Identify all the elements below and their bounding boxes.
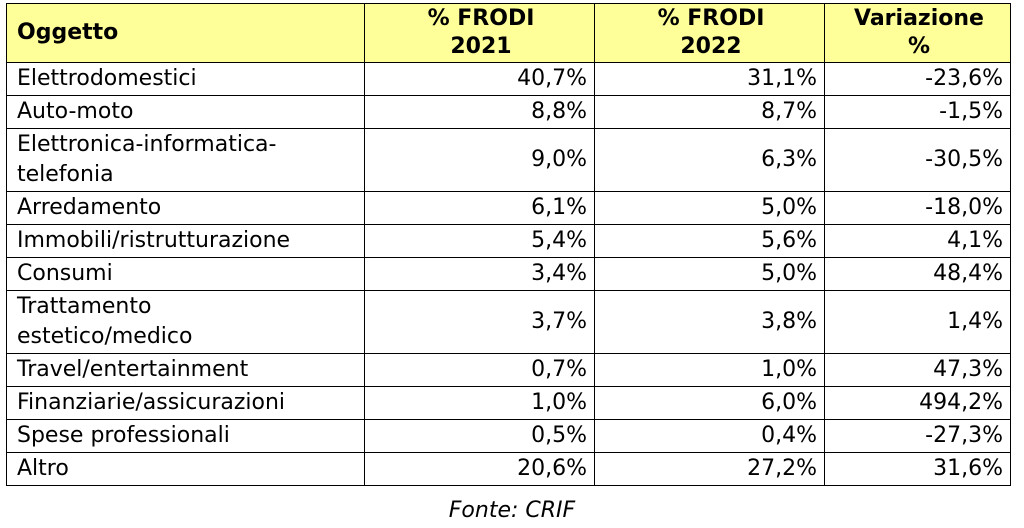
cell-object: Arredamento — [6, 191, 365, 225]
cell-object-line1: Elettronica-informatica- — [17, 132, 277, 157]
cell-variazione: -1,5% — [824, 95, 1011, 129]
cell-frodi-2022: 3,8% — [594, 290, 825, 354]
cell-object: Consumi — [6, 257, 365, 291]
cell-frodi-2022: 5,6% — [594, 224, 825, 258]
cell-frodi-2022: 8,7% — [594, 95, 825, 129]
header-frodi-2022-line1: % FRODI — [657, 6, 765, 31]
table-header: Oggetto % FRODI 2021 % FRODI 2022 Variaz… — [6, 3, 1011, 63]
source-note: Fonte: CRIF — [448, 498, 576, 523]
cell-object: Auto-moto — [6, 95, 365, 129]
cell-object: Elettrodomestici — [6, 62, 365, 96]
cell-frodi-2021: 20,6% — [364, 452, 595, 486]
cell-variazione: 48,4% — [824, 257, 1011, 291]
cell-object: Elettronica-informatica- telefonia — [6, 128, 365, 192]
cell-variazione: -27,3% — [824, 419, 1011, 453]
table-row: Trattamento estetico/medico 3,7% 3,8% 1,… — [6, 290, 1011, 354]
cell-variazione: 47,3% — [824, 353, 1011, 387]
header-row: Oggetto % FRODI 2021 % FRODI 2022 Variaz… — [6, 3, 1011, 63]
cell-frodi-2022: 6,3% — [594, 128, 825, 192]
header-variazione-line2: % — [907, 34, 931, 59]
table-row: Elettronica-informatica- telefonia 9,0% … — [6, 128, 1011, 192]
fraud-table: Oggetto % FRODI 2021 % FRODI 2022 Variaz… — [6, 3, 1011, 486]
header-variazione: Variazione % — [824, 3, 1011, 63]
cell-object: Immobili/ristrutturazione — [6, 224, 365, 258]
cell-object-line1: Trattamento — [17, 294, 152, 319]
table-row: Auto-moto 8,8% 8,7% -1,5% — [6, 95, 1011, 129]
table-row: Altro 20,6% 27,2% 31,6% — [6, 452, 1011, 486]
cell-variazione: -23,6% — [824, 62, 1011, 96]
table-row: Arredamento 6,1% 5,0% -18,0% — [6, 191, 1011, 225]
cell-frodi-2021: 0,7% — [364, 353, 595, 387]
cell-frodi-2022: 5,0% — [594, 191, 825, 225]
cell-variazione: -18,0% — [824, 191, 1011, 225]
cell-frodi-2022: 31,1% — [594, 62, 825, 96]
header-variazione-line1: Variazione — [854, 6, 984, 31]
cell-object-line2: telefonia — [17, 162, 114, 187]
cell-variazione: -30,5% — [824, 128, 1011, 192]
cell-object-line2: estetico/medico — [17, 324, 193, 349]
cell-frodi-2022: 6,0% — [594, 386, 825, 420]
cell-object: Finanziarie/assicurazioni — [6, 386, 365, 420]
cell-frodi-2021: 0,5% — [364, 419, 595, 453]
cell-frodi-2021: 8,8% — [364, 95, 595, 129]
cell-object: Trattamento estetico/medico — [6, 290, 365, 354]
cell-variazione: 494,2% — [824, 386, 1011, 420]
table-row: Elettrodomestici 40,7% 31,1% -23,6% — [6, 62, 1011, 96]
cell-frodi-2022: 1,0% — [594, 353, 825, 387]
cell-frodi-2021: 3,4% — [364, 257, 595, 291]
cell-frodi-2021: 9,0% — [364, 128, 595, 192]
table-row: Spese professionali 0,5% 0,4% -27,3% — [6, 419, 1011, 453]
table-row: Consumi 3,4% 5,0% 48,4% — [6, 257, 1011, 291]
cell-frodi-2022: 0,4% — [594, 419, 825, 453]
cell-frodi-2021: 5,4% — [364, 224, 595, 258]
cell-variazione: 31,6% — [824, 452, 1011, 486]
header-frodi-2022-line2: 2022 — [680, 34, 742, 59]
cell-frodi-2022: 5,0% — [594, 257, 825, 291]
cell-frodi-2021: 6,1% — [364, 191, 595, 225]
cell-frodi-2021: 40,7% — [364, 62, 595, 96]
table-row: Finanziarie/assicurazioni 1,0% 6,0% 494,… — [6, 386, 1011, 420]
table-row: Immobili/ristrutturazione 5,4% 5,6% 4,1% — [6, 224, 1011, 258]
cell-frodi-2021: 3,7% — [364, 290, 595, 354]
cell-frodi-2022: 27,2% — [594, 452, 825, 486]
table-body: Elettrodomestici 40,7% 31,1% -23,6% Auto… — [6, 62, 1011, 486]
header-object: Oggetto — [6, 3, 365, 63]
header-frodi-2021-line1: % FRODI — [427, 6, 535, 31]
header-frodi-2022: % FRODI 2022 — [594, 3, 825, 63]
header-frodi-2021-line2: 2021 — [450, 34, 512, 59]
cell-object: Altro — [6, 452, 365, 486]
cell-variazione: 1,4% — [824, 290, 1011, 354]
cell-object: Travel/entertainment — [6, 353, 365, 387]
cell-variazione: 4,1% — [824, 224, 1011, 258]
header-frodi-2021: % FRODI 2021 — [364, 3, 595, 63]
cell-frodi-2021: 1,0% — [364, 386, 595, 420]
cell-object: Spese professionali — [6, 419, 365, 453]
table-row: Travel/entertainment 0,7% 1,0% 47,3% — [6, 353, 1011, 387]
